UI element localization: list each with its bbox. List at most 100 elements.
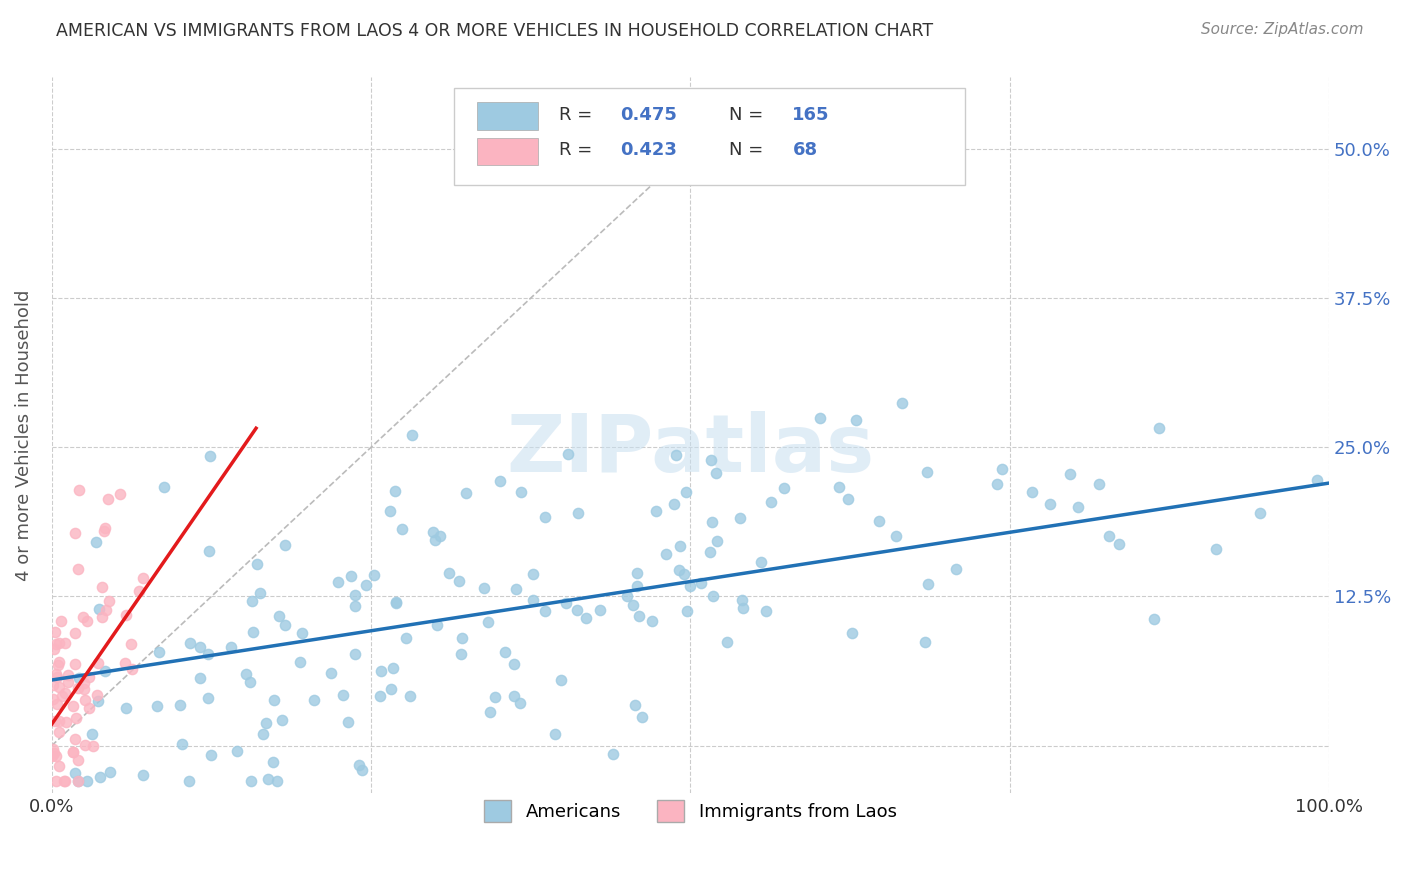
Point	[146, 699, 169, 714]
Point	[98, 764, 121, 779]
Point	[1098, 529, 1121, 543]
Point	[645, 503, 668, 517]
Point	[1149, 421, 1171, 435]
Point	[188, 640, 211, 654]
Text: 0.475: 0.475	[620, 105, 676, 124]
Point	[1306, 474, 1329, 488]
Point	[350, 763, 373, 777]
Point	[179, 774, 201, 789]
Point	[544, 727, 567, 741]
Point	[48, 655, 70, 669]
Point	[401, 427, 423, 442]
Point	[509, 696, 531, 710]
Point	[239, 674, 262, 689]
Point	[1067, 500, 1090, 514]
Point	[422, 525, 444, 540]
Point	[704, 467, 727, 481]
Point	[689, 575, 711, 590]
Point	[44, 714, 66, 728]
Point	[48, 759, 70, 773]
Point	[73, 682, 96, 697]
Point	[370, 665, 392, 679]
Point	[555, 596, 578, 610]
Point	[79, 670, 101, 684]
Point	[115, 701, 138, 715]
Point	[1039, 498, 1062, 512]
Point	[48, 724, 70, 739]
Point	[344, 647, 367, 661]
Point	[828, 480, 851, 494]
Point	[477, 615, 499, 630]
Point	[72, 610, 94, 624]
Point	[326, 574, 349, 589]
Point	[46, 697, 69, 711]
Point	[288, 655, 311, 669]
Point	[917, 466, 939, 480]
Point	[575, 610, 598, 624]
Point	[621, 598, 644, 612]
Point	[1108, 537, 1130, 551]
Point	[42, 678, 65, 692]
Point	[274, 617, 297, 632]
Point	[93, 524, 115, 539]
Point	[1021, 484, 1043, 499]
Text: Source: ZipAtlas.com: Source: ZipAtlas.com	[1201, 22, 1364, 37]
Point	[65, 657, 87, 671]
Point	[240, 594, 263, 608]
Point	[423, 533, 446, 548]
Point	[347, 757, 370, 772]
Point	[716, 635, 738, 649]
Point	[263, 693, 285, 707]
Point	[751, 555, 773, 569]
Point	[479, 706, 502, 720]
Text: R =: R =	[558, 105, 598, 124]
Point	[254, 715, 277, 730]
Point	[86, 657, 108, 671]
Point	[75, 739, 97, 753]
Point	[616, 589, 638, 603]
Point	[917, 577, 939, 591]
Point	[370, 689, 392, 703]
Text: ZIPatlas: ZIPatlas	[506, 410, 875, 489]
Point	[170, 737, 193, 751]
Point	[53, 774, 76, 789]
Text: 0.423: 0.423	[620, 142, 676, 160]
Point	[1088, 477, 1111, 491]
Point	[62, 745, 84, 759]
Point	[53, 774, 76, 789]
Point	[630, 710, 652, 724]
Point	[567, 506, 589, 520]
Point	[262, 756, 284, 770]
Point	[884, 529, 907, 543]
Point	[321, 665, 343, 680]
Point	[565, 603, 588, 617]
Point	[655, 547, 678, 561]
Point	[48, 680, 70, 694]
Point	[304, 692, 326, 706]
Point	[41, 742, 63, 756]
Point	[197, 648, 219, 662]
Point	[845, 413, 868, 427]
Point	[505, 582, 527, 596]
Point	[343, 599, 366, 614]
Point	[626, 578, 648, 592]
Point	[837, 491, 859, 506]
Point	[891, 396, 914, 410]
Point	[153, 480, 176, 494]
Point	[395, 631, 418, 645]
Point	[269, 608, 291, 623]
Point	[67, 774, 90, 789]
Point	[49, 614, 72, 628]
Point	[602, 747, 624, 762]
Point	[340, 569, 363, 583]
Point	[97, 492, 120, 507]
Point	[200, 449, 222, 463]
Point	[86, 689, 108, 703]
Text: AMERICAN VS IMMIGRANTS FROM LAOS 4 OR MORE VEHICLES IN HOUSEHOLD CORRELATION CHA: AMERICAN VS IMMIGRANTS FROM LAOS 4 OR MO…	[56, 22, 934, 40]
Point	[48, 714, 70, 729]
Point	[382, 661, 405, 675]
Point	[266, 774, 288, 789]
Point	[87, 694, 110, 708]
Point	[503, 657, 526, 671]
Point	[706, 533, 728, 548]
